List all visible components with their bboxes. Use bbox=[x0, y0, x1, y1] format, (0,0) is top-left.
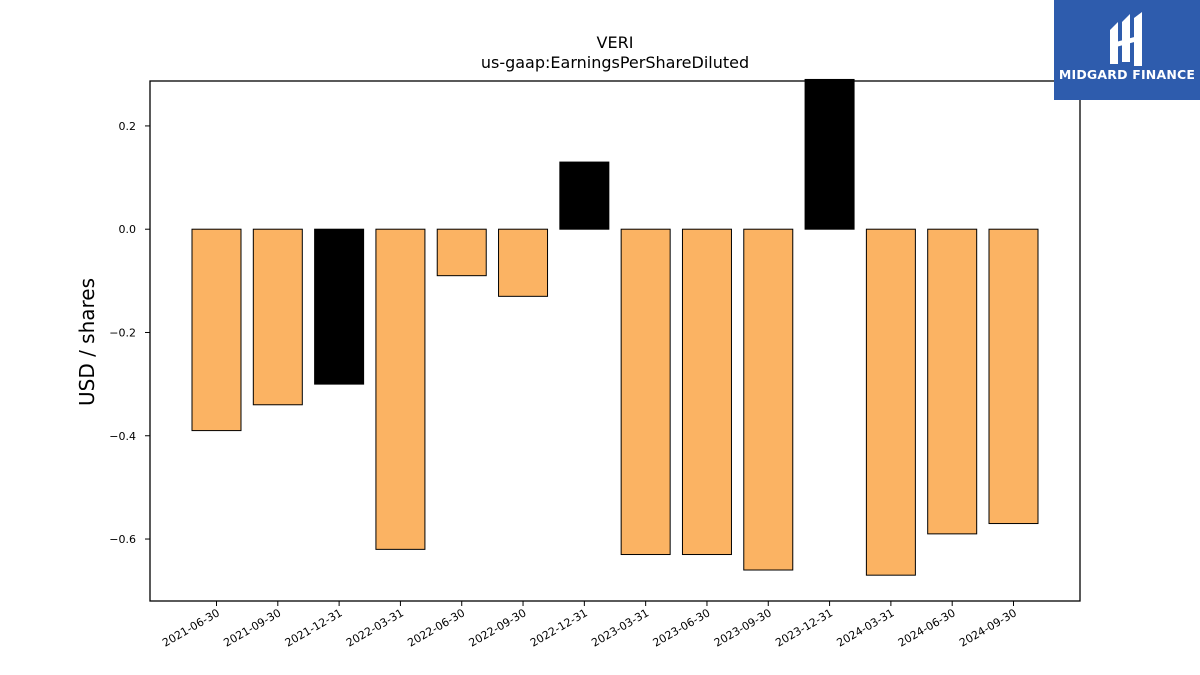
bar-2022-03-31 bbox=[375, 228, 426, 550]
y-tick-label: −0.6 bbox=[109, 533, 136, 546]
bar-2023-06-30 bbox=[681, 228, 732, 556]
bar-2021-09-30 bbox=[252, 228, 303, 406]
bar-2023-03-31 bbox=[620, 228, 671, 556]
x-tick-label: 2023-09-30 bbox=[712, 606, 774, 649]
x-ticks-group: 2021-06-30 2021-09-30 2021-12-31 2022-03-31… bbox=[160, 601, 1019, 650]
bar-2024-03-31 bbox=[865, 228, 916, 576]
bars-group bbox=[191, 78, 1039, 576]
bar-2022-06-30 bbox=[436, 228, 487, 277]
y-tick-label: 0.2 bbox=[119, 120, 137, 133]
y-axis-label: USD / shares bbox=[75, 278, 99, 406]
x-tick-label: 2022-03-31 bbox=[344, 606, 406, 649]
bar-2022-09-30 bbox=[498, 228, 549, 297]
x-tick-label: 2023-06-30 bbox=[651, 606, 713, 649]
x-tick-label: 2024-03-31 bbox=[835, 606, 897, 649]
y-tick-label: −0.2 bbox=[109, 326, 136, 339]
x-tick-label: 2021-12-31 bbox=[283, 606, 345, 649]
x-tick-label: 2021-09-30 bbox=[221, 606, 283, 649]
bar-2022-12-31 bbox=[559, 161, 610, 230]
x-tick-label: 2022-12-31 bbox=[528, 606, 590, 649]
y-ticks-group: 0.2 0.0 −0.2 −0.4 −0.6 bbox=[109, 120, 150, 546]
x-tick-label: 2023-12-31 bbox=[773, 606, 835, 649]
y-tick-label: 0.0 bbox=[119, 223, 137, 236]
bar-2021-12-31 bbox=[314, 228, 365, 385]
x-tick-label: 2023-03-31 bbox=[589, 606, 651, 649]
bar-2023-12-31 bbox=[804, 78, 855, 230]
bar-2023-09-30 bbox=[743, 228, 794, 571]
chart-subtitle: us-gaap:EarningsPerShareDiluted bbox=[481, 53, 749, 72]
bar-2024-09-30 bbox=[988, 228, 1039, 525]
bar-2024-06-30 bbox=[927, 228, 978, 535]
y-tick-label: −0.4 bbox=[109, 430, 136, 443]
x-tick-label: 2022-09-30 bbox=[467, 606, 529, 649]
brand-logo: MIDGARD FINANCE bbox=[1054, 0, 1200, 100]
x-tick-label: 2024-06-30 bbox=[896, 606, 958, 649]
x-tick-label: 2022-06-30 bbox=[405, 606, 467, 649]
x-tick-label: 2024-09-30 bbox=[957, 606, 1019, 649]
x-tick-label: 2021-06-30 bbox=[160, 606, 222, 649]
chart-title: VERI bbox=[597, 33, 634, 52]
bar-2021-06-30 bbox=[191, 228, 242, 432]
plot-frame bbox=[149, 80, 1081, 602]
brand-logo-text: MIDGARD FINANCE bbox=[1058, 67, 1196, 82]
midgard-logo-icon bbox=[1110, 12, 1142, 66]
